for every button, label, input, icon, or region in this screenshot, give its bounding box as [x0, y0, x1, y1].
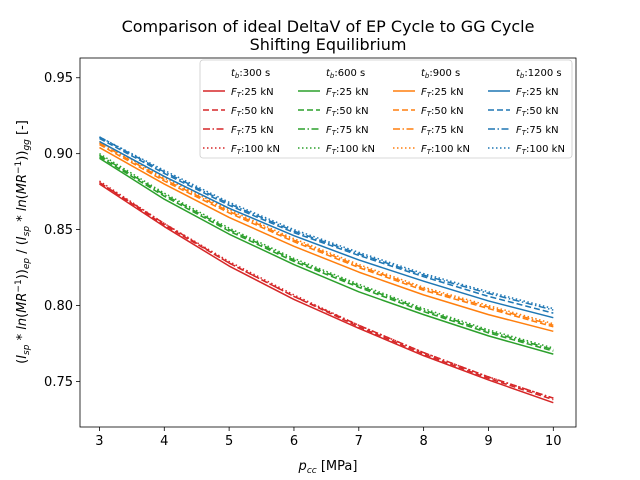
legend-entry-label: FT:25 kN — [326, 87, 369, 99]
series-line — [99, 183, 554, 404]
plot-lines — [99, 136, 554, 404]
legend-entry-label: FT:50 kN — [326, 106, 369, 118]
series-line — [99, 140, 554, 319]
legend-entry-label: FT:25 kN — [516, 87, 559, 99]
y-tick-label: 0.95 — [44, 71, 73, 86]
series-line — [99, 153, 554, 349]
legend-entry-label: FT:100 kN — [231, 144, 280, 156]
series-line — [99, 180, 554, 399]
legend-entry-label: FT:75 kN — [326, 125, 369, 137]
legend-entry-label: FT:100 kN — [516, 144, 565, 156]
legend-entry-label: FT:50 kN — [421, 106, 464, 118]
chart-subtitle: Shifting Equilibrium — [250, 35, 407, 54]
legend-column-header: tb:600 s — [326, 68, 365, 80]
series-line — [99, 146, 554, 333]
y-tick-label: 0.75 — [44, 375, 73, 390]
legend-entry-label: FT:75 kN — [421, 125, 464, 137]
y-tick-label: 0.90 — [44, 147, 73, 162]
series-line — [99, 136, 554, 311]
series-line — [99, 136, 554, 310]
x-tick-label: 4 — [160, 434, 168, 449]
plot-frame — [79, 57, 577, 428]
legend-column-header: tb:300 s — [231, 68, 270, 80]
legend-entry-label: FT:25 kN — [421, 87, 464, 99]
x-axis-ticks: 3 4 5 6 7 8 9 10 — [95, 427, 562, 449]
legend-entry-label: FT:25 kN — [231, 87, 274, 99]
x-tick-label: 5 — [225, 434, 233, 449]
legend-column-header: tb:900 s — [421, 68, 460, 80]
series-line — [99, 156, 554, 352]
y-axis-ticks: 0.75 0.80 0.85 0.90 0.95 — [44, 71, 80, 390]
legend: tb:300 s FT:25 kN FT:50 kN FT:75 kN FT:100 k… — [199, 59, 573, 159]
y-axis-label: (Isp * ln(MR−1))ep / (Isp * ln(MR−1))gg … — [14, 120, 32, 364]
y-tick-label: 0.85 — [44, 223, 73, 238]
x-tick-label: 8 — [419, 434, 427, 449]
series-line — [99, 143, 554, 328]
x-axis-label: pcc [MPa] — [298, 459, 358, 476]
legend-entry-label: FT:75 kN — [231, 125, 274, 137]
series-line — [99, 157, 554, 355]
series-line — [99, 137, 554, 314]
x-tick-label: 10 — [545, 434, 562, 449]
legend-box — [199, 59, 573, 159]
x-tick-label: 9 — [484, 434, 492, 449]
series-line — [99, 142, 554, 326]
legend-entry-label: FT:75 kN — [516, 125, 559, 137]
legend-entry-label: FT:100 kN — [326, 144, 375, 156]
chart-title: Comparison of ideal DeltaV of EP Cycle t… — [122, 17, 535, 36]
legend-entry-label: FT:50 kN — [231, 106, 274, 118]
y-tick-label: 0.80 — [44, 299, 73, 314]
series-line — [99, 140, 554, 325]
x-tick-label: 3 — [95, 434, 103, 449]
legend-entry-label: FT:50 kN — [516, 106, 559, 118]
x-tick-label: 7 — [355, 434, 363, 449]
legend-column-header: tb:1200 s — [516, 68, 562, 80]
x-tick-label: 6 — [290, 434, 298, 449]
legend-entry-label: FT:100 kN — [421, 144, 470, 156]
